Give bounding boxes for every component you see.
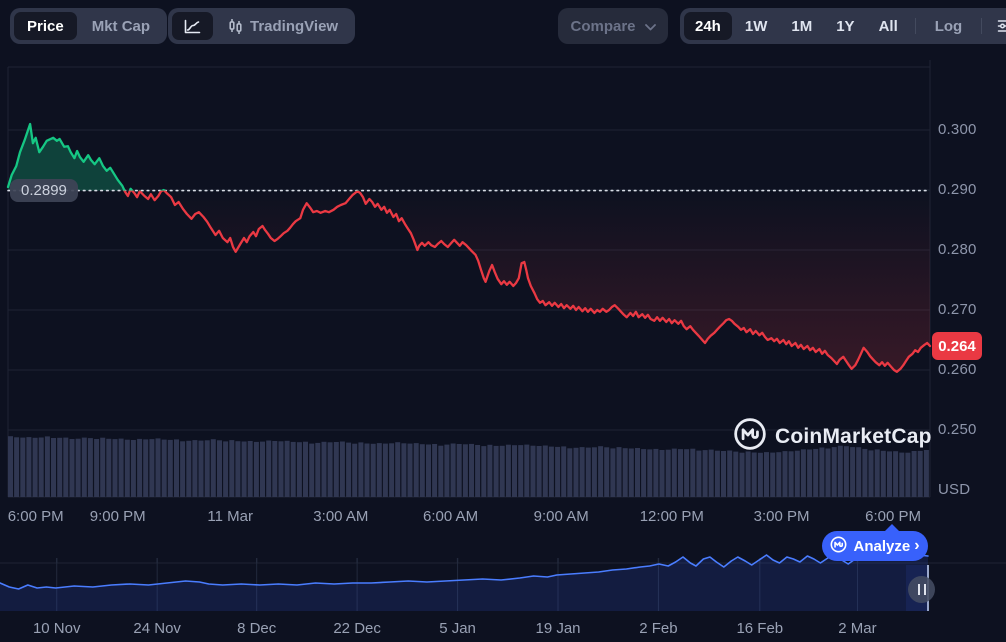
- analyze-logo-icon: [830, 536, 847, 557]
- mini-chart-date-label: 2 Feb: [639, 620, 678, 637]
- mini-chart-date-label: 8 Dec: [237, 620, 277, 637]
- mktcap-tab[interactable]: Mkt Cap: [79, 12, 163, 40]
- y-axis-label: 0.290: [938, 181, 977, 198]
- x-axis-label: 3:00 AM: [313, 508, 369, 525]
- y-axis-label: 0.270: [938, 301, 977, 318]
- mini-chart-date-label: 24 Nov: [133, 620, 181, 637]
- x-axis-label: 9:00 PM: [89, 508, 146, 525]
- sliders-icon: [997, 18, 1006, 34]
- chevron-down-icon: [644, 18, 656, 35]
- mini-chart-date-label: 10 Nov: [32, 620, 81, 637]
- range-button-1w[interactable]: 1W: [734, 12, 779, 40]
- line-chart-icon: [184, 19, 201, 34]
- compare-button[interactable]: Compare: [558, 8, 668, 44]
- last-price-badge: 0.264: [932, 332, 982, 360]
- log-scale-button[interactable]: Log: [922, 12, 976, 40]
- range-button-all[interactable]: All: [868, 12, 909, 40]
- tradingview-tab-label: TradingView: [250, 17, 339, 35]
- x-axis-label: 6:00 PM: [7, 508, 64, 525]
- chart-settings-button[interactable]: [988, 12, 1006, 40]
- mini-chart-date-label: 19 Jan: [535, 620, 581, 637]
- open-price-label: 0.2899: [10, 178, 78, 202]
- chart-type-toggle-group: TradingView: [168, 8, 356, 44]
- mini-chart-date-label: 2 Mar: [838, 620, 877, 637]
- y-axis-label: 0.250: [938, 421, 977, 438]
- log-button-label: Log: [934, 17, 963, 35]
- x-axis-label: 11 Mar: [207, 508, 253, 525]
- toolbar-divider: [981, 18, 983, 34]
- range-button-1y[interactable]: 1Y: [825, 12, 865, 40]
- tradingview-tab[interactable]: TradingView: [215, 12, 351, 40]
- mini-chart-date-label: 16 Feb: [736, 620, 784, 637]
- mini-chart-date-label: 5 Jan: [439, 620, 476, 637]
- range-button-24h[interactable]: 24h: [684, 12, 732, 40]
- x-axis-label: 3:00 PM: [753, 508, 810, 525]
- time-range-group: 24h 1W 1M 1Y All Log: [680, 8, 1006, 44]
- y-axis-label: 0.300: [938, 121, 977, 138]
- analyze-button[interactable]: Analyze ›: [822, 531, 928, 561]
- currency-label: USD: [938, 481, 971, 498]
- candlestick-icon: [228, 18, 243, 35]
- x-axis-label: 6:00 AM: [423, 508, 479, 525]
- mktcap-tab-label: Mkt Cap: [91, 17, 151, 35]
- brush-handle[interactable]: [908, 576, 935, 603]
- analyze-callout-arrow: [884, 524, 900, 532]
- y-axis-label: 0.280: [938, 241, 977, 258]
- toolbar-divider: [914, 18, 916, 34]
- metric-toggle-group: Price Mkt Cap: [10, 8, 168, 44]
- compare-button-label: Compare: [570, 17, 636, 35]
- x-axis-label: 6:00 PM: [865, 508, 922, 525]
- y-axis-label: 0.260: [938, 361, 977, 378]
- mini-chart-date-label: 22 Dec: [333, 620, 381, 637]
- x-axis-label: 12:00 PM: [639, 508, 704, 525]
- x-axis-label: 9:00 AM: [533, 508, 589, 525]
- price-tab-label: Price: [27, 17, 64, 35]
- range-button-1m[interactable]: 1M: [780, 12, 823, 40]
- chevron-right-icon: ›: [914, 537, 920, 554]
- price-tab[interactable]: Price: [14, 12, 77, 40]
- analyze-button-label: Analyze: [853, 537, 911, 555]
- line-chart-tab[interactable]: [172, 12, 213, 40]
